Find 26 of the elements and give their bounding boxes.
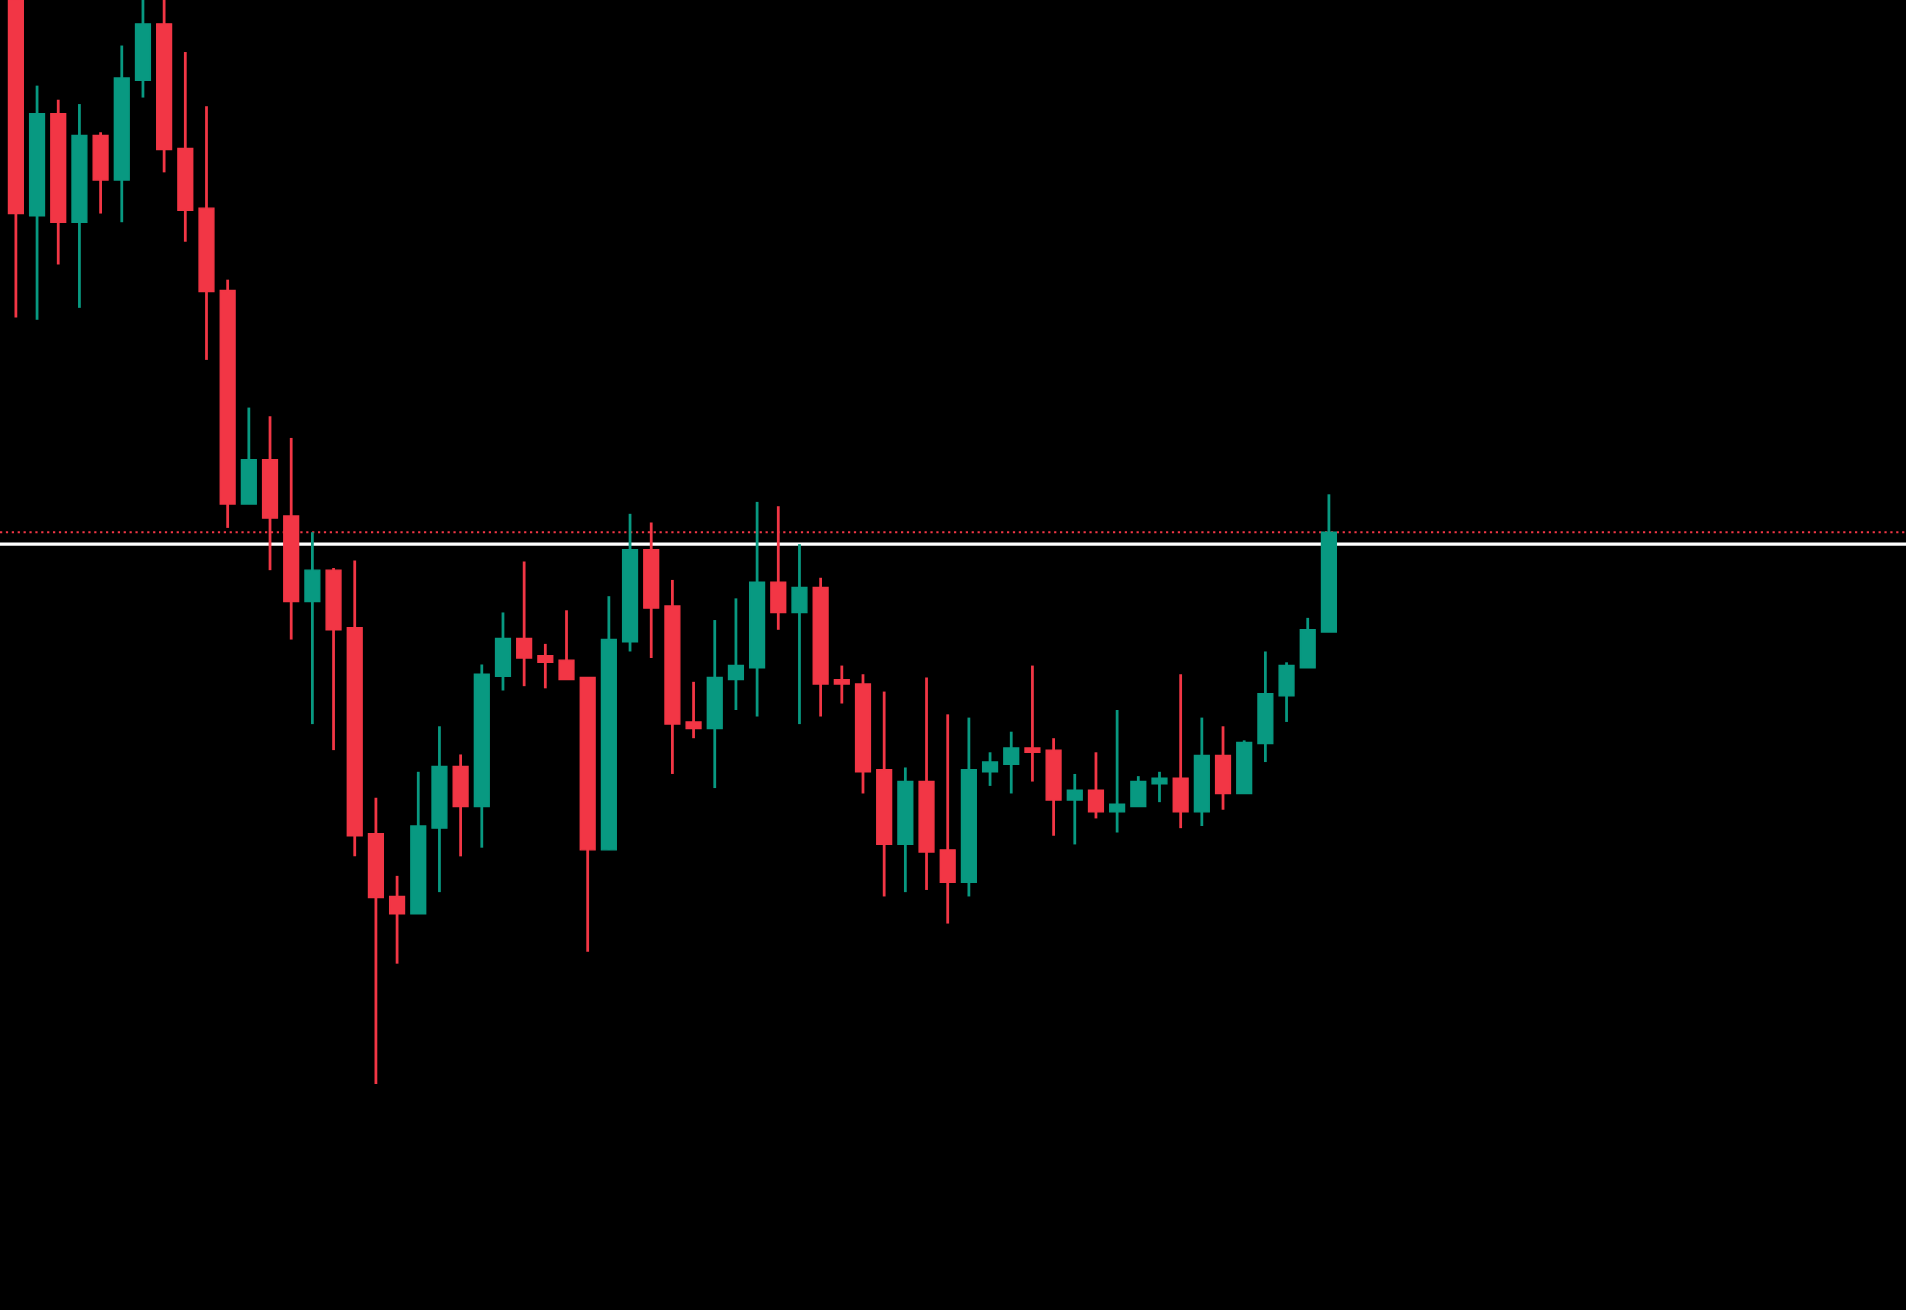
candlestick	[537, 642, 554, 690]
candlestick	[1172, 672, 1189, 830]
candlestick	[494, 611, 512, 692]
candlestick	[304, 530, 321, 726]
candlestick	[1278, 660, 1295, 724]
candlestick	[1109, 708, 1126, 834]
candlestick	[791, 542, 808, 726]
candlestick	[452, 753, 469, 858]
candlestick	[833, 664, 850, 705]
candlestick	[388, 874, 406, 966]
candlestick	[240, 406, 257, 506]
candlestick	[939, 712, 956, 925]
candlestick	[1130, 774, 1147, 808]
candlestick	[1087, 750, 1105, 820]
candlestick	[1003, 730, 1020, 795]
candlestick	[516, 560, 533, 688]
candlestick	[981, 750, 999, 788]
candlestick	[1024, 664, 1041, 783]
candlestick	[1299, 616, 1316, 670]
candlestick	[558, 608, 575, 682]
candlestick	[727, 596, 745, 712]
candlestick	[92, 130, 109, 215]
candlestick	[1214, 724, 1232, 812]
candlestick	[1066, 772, 1083, 846]
candlestick	[1151, 770, 1168, 804]
candlestick	[685, 680, 702, 740]
